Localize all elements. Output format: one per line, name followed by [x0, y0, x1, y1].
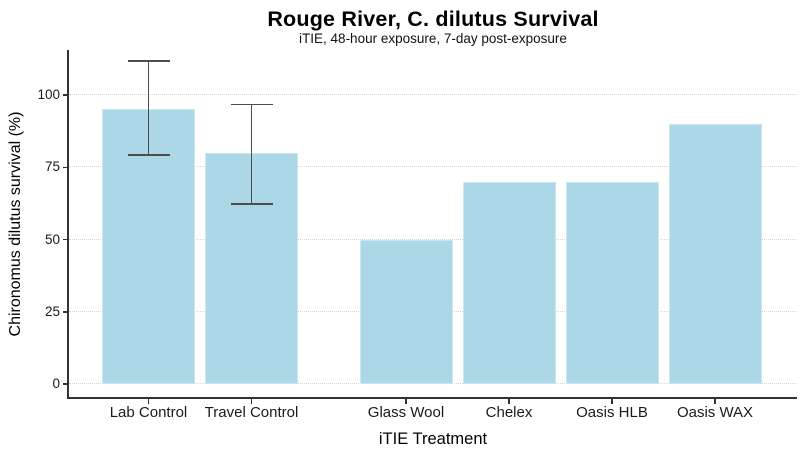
y-axis-line	[67, 50, 70, 398]
x-tick-label-oasis-wax: Oasis WAX	[676, 404, 754, 421]
x-axis-title: iTIE Treatment	[378, 430, 488, 448]
gridline-50	[69, 238, 797, 240]
x-tick-mark-travel-control	[250, 399, 253, 404]
y-tick-mark-75	[62, 166, 68, 168]
x-tick-label-chelex: Chelex	[485, 404, 533, 421]
x-tick-mark-oasis-hlb	[611, 399, 613, 404]
y-axis-title: Chironomus dilutus survival (%)	[7, 111, 24, 337]
bar-lab-control	[102, 109, 195, 384]
gridline-100	[69, 94, 797, 96]
error-bar-travel-control-stem	[250, 103, 253, 205]
error-bar-lab-control-stem	[147, 60, 150, 156]
x-tick-mark-lab-control	[147, 399, 150, 404]
y-tick-label-0: 0	[52, 376, 60, 391]
chart-title: Rouge River, C. dilutus Survival	[267, 7, 599, 31]
y-tick-label-25: 25	[44, 303, 60, 319]
error-bar-travel-control-cap-top	[230, 103, 273, 106]
y-tick-mark-50	[62, 238, 68, 241]
error-bar-lab-control-cap-bottom	[127, 153, 170, 156]
bar-oasis-wax	[668, 123, 762, 384]
error-bar-travel-control-cap-bottom	[230, 203, 273, 205]
bar-oasis-hlb	[565, 181, 659, 384]
x-tick-mark-glass-wool	[405, 399, 407, 404]
y-tick-label-50: 50	[44, 231, 60, 247]
bar-chelex	[462, 181, 556, 384]
y-tick-mark-0	[62, 383, 68, 385]
y-tick-label-75: 75	[44, 159, 60, 175]
x-axis-line	[67, 397, 797, 399]
x-tick-label-travel-control: Travel Control	[204, 404, 299, 421]
x-tick-mark-oasis-wax	[714, 399, 716, 404]
gridline-75	[69, 166, 797, 168]
y-tick-label-100: 100	[37, 87, 60, 102]
error-bar-lab-control-cap-top	[127, 60, 170, 62]
x-tick-label-glass-wool: Glass Wool	[367, 404, 445, 421]
x-tick-label-oasis-hlb: Oasis HLB	[576, 404, 648, 421]
x-tick-label-lab-control: Lab Control	[109, 404, 188, 421]
y-tick-mark-100	[62, 94, 68, 96]
y-tick-mark-25	[62, 311, 68, 313]
bar-glass-wool	[359, 239, 453, 384]
x-tick-mark-chelex	[508, 399, 510, 404]
chart-subtitle: iTIE, 48-hour exposure, 7-day post-expos…	[299, 31, 567, 46]
